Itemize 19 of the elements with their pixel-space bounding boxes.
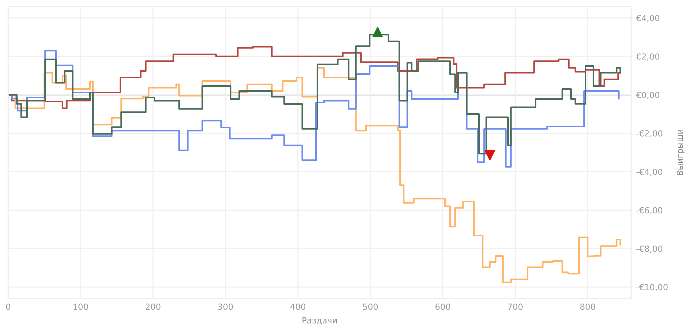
y-tick-label: -€6,00 [636, 207, 663, 215]
x-tick-label: 0 [6, 304, 10, 310]
y-tick-label: -€8,00 [636, 246, 663, 253]
y-axis-title: Выигрыши [677, 130, 685, 176]
x-tick-label: 700 [508, 304, 523, 310]
x-tick-label: 300 [218, 304, 234, 310]
x-axis-title: Раздачи [302, 318, 338, 325]
x-tick-label: 800 [580, 304, 596, 310]
x-tick-label: 200 [146, 304, 161, 310]
y-tick-label: -€10,00 [636, 284, 668, 292]
y-tick-label: -€2,00 [636, 130, 663, 138]
y-tick-label: -€4,00 [636, 168, 663, 176]
y-tick-label: €0,00 [636, 92, 660, 100]
x-tick-label: 100 [74, 304, 88, 310]
x-tick-label: 500 [363, 304, 378, 310]
y-tick-label: €2,00 [636, 54, 660, 61]
x-tick-label: 400 [290, 304, 306, 310]
y-tick-label: €4,00 [636, 15, 660, 22]
x-tick-label: 600 [436, 304, 450, 310]
